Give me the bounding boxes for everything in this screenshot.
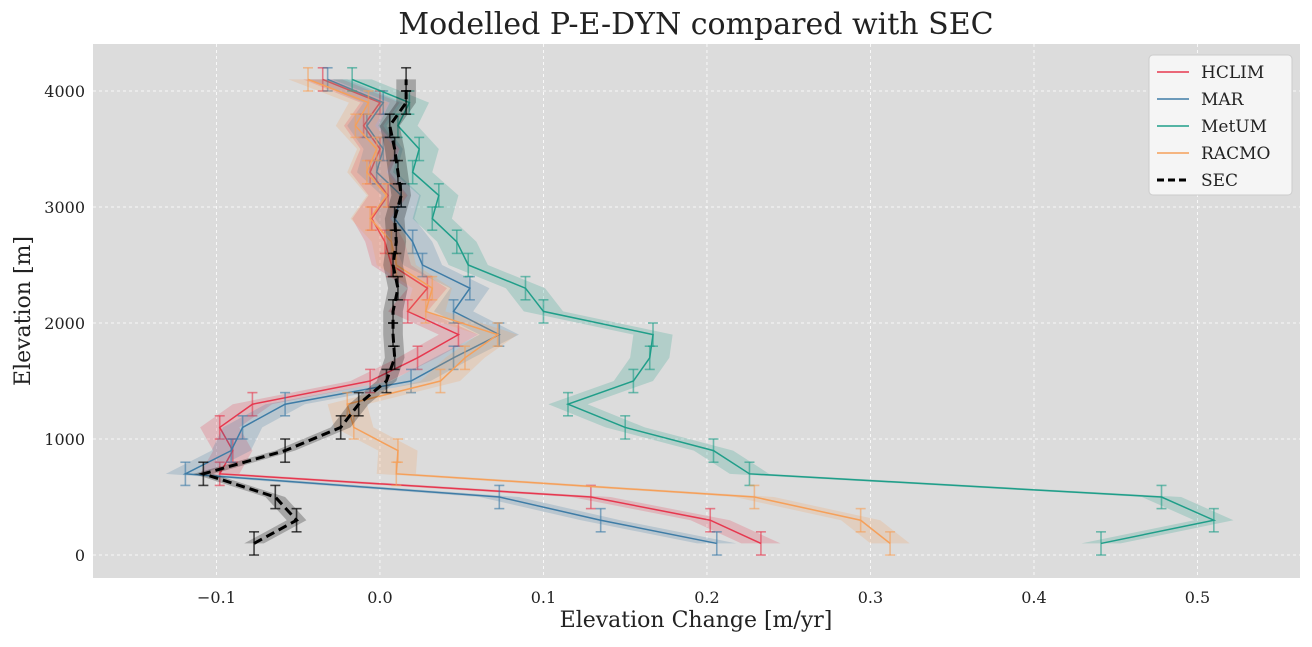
legend-label: SEC [1201, 171, 1238, 191]
error-bar [247, 391, 258, 417]
uncertainty-band [288, 79, 910, 544]
error-bar [407, 229, 418, 255]
error-bar [249, 531, 260, 556]
legend-label: HCLIM [1201, 63, 1264, 83]
error-bar [648, 322, 659, 348]
error-bar [270, 484, 281, 510]
error-bar [347, 66, 358, 92]
legend-box [1148, 54, 1293, 196]
error-bar [492, 322, 503, 348]
error-bar [361, 159, 372, 185]
error-bar [427, 275, 438, 301]
x-ticks: −0.1 0.0 0.1 0.2 0.3 0.4 0.5 [197, 588, 1210, 607]
error-bar [1156, 484, 1167, 510]
error-bar [433, 182, 444, 208]
error-bar [363, 90, 374, 115]
error-bar [180, 461, 191, 487]
plot-area [93, 44, 1300, 578]
error-bar [414, 136, 425, 162]
y-tick-label: 2000 [44, 314, 85, 333]
error-bar [755, 531, 766, 556]
series-sec [193, 66, 416, 556]
error-bar [417, 252, 428, 278]
x-tick-label: 0.2 [694, 588, 719, 607]
error-bar [291, 507, 302, 533]
y-tick-label: 1000 [44, 430, 85, 449]
error-bar [371, 136, 382, 162]
error-bar [459, 345, 470, 371]
error-bar [520, 275, 531, 301]
x-tick-label: 0.4 [1021, 588, 1046, 607]
error-bar [353, 391, 364, 417]
uncertainty-band [332, 79, 1234, 544]
series-racmo [288, 66, 910, 556]
y-tick-label: 4000 [44, 82, 85, 101]
x-tick-label: 0.0 [367, 588, 392, 607]
error-bar [214, 415, 225, 440]
error-bar [402, 299, 413, 324]
x-tick-label: 0.5 [1185, 588, 1210, 607]
uncertainty-band [193, 79, 416, 544]
error-bar [585, 484, 596, 510]
error-bar [1208, 507, 1219, 533]
legend-label: MetUM [1201, 117, 1267, 137]
error-bar [463, 252, 474, 278]
series-metum [332, 66, 1234, 556]
uncertainty-band [165, 79, 737, 544]
error-bar [280, 438, 291, 464]
error-bar [198, 461, 209, 487]
error-bar [303, 66, 314, 92]
error-bar [855, 507, 866, 533]
y-axis-label: Elevation [m] [11, 236, 36, 386]
error-bar [538, 299, 549, 324]
error-bar [280, 391, 291, 417]
error-bar [350, 113, 361, 139]
chart-title: Modelled P-E-DYN compared with SEC [398, 7, 993, 42]
error-bar [237, 415, 248, 440]
error-bar [708, 438, 719, 464]
series-marks [165, 66, 1234, 556]
error-bar [365, 206, 376, 231]
error-bar [335, 415, 346, 440]
y-tick-label: 3000 [44, 198, 85, 217]
error-bar [711, 531, 722, 556]
legend-label: MAR [1201, 90, 1245, 110]
error-bar [401, 66, 412, 92]
error-bar [885, 531, 896, 556]
error-bar [749, 484, 760, 510]
x-tick-label: 0.1 [531, 588, 556, 607]
y-tick-label: 0 [75, 546, 85, 565]
error-bar [628, 368, 639, 394]
legend-label: RACMO [1201, 144, 1270, 164]
x-tick-label: 0.3 [858, 588, 883, 607]
legend: HCLIM MAR MetUM RACMO SEC [1148, 54, 1293, 196]
error-bar [562, 391, 573, 417]
x-tick-label: −0.1 [197, 588, 236, 607]
error-bar [448, 299, 459, 324]
y-ticks: 0 1000 2000 3000 4000 [44, 82, 85, 565]
error-bar [392, 438, 403, 464]
error-bar [620, 415, 631, 440]
error-bar [451, 229, 462, 255]
error-bar [226, 438, 237, 464]
error-bar [435, 368, 446, 394]
error-bar [1096, 531, 1107, 556]
error-bar [595, 507, 606, 533]
error-bar [494, 484, 505, 510]
error-bar [384, 113, 395, 139]
error-bar [214, 461, 225, 487]
x-axis-label: Elevation Change [m/yr] [560, 608, 833, 633]
